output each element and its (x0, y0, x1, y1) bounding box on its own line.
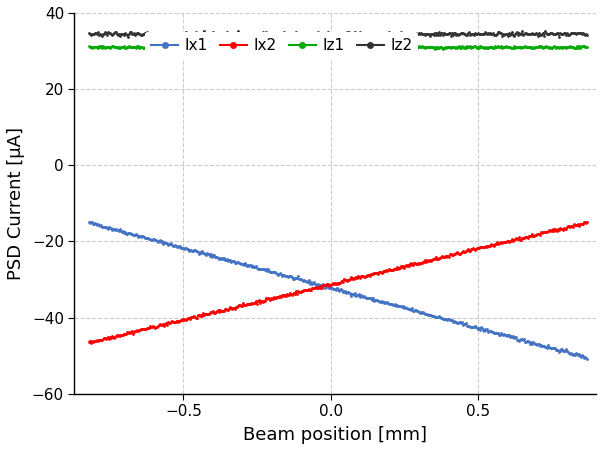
Ix1 (584, 356, 591, 361)
Iz2 (326, 31, 333, 37)
Iz1 (186, 46, 194, 51)
Iz1 (538, 43, 545, 48)
Iz2 (356, 30, 363, 35)
Ix1 (572, 352, 579, 358)
Iz2 (200, 28, 207, 33)
Line: Ix2: Ix2 (88, 221, 589, 344)
Iz2 (584, 32, 591, 37)
Line: Iz1: Iz1 (88, 44, 589, 50)
Ix2 (86, 339, 93, 344)
Iz2 (383, 30, 390, 36)
Iz2 (573, 31, 581, 36)
Ix1 (325, 285, 332, 291)
Ix2 (326, 283, 333, 288)
Iz1 (86, 44, 93, 49)
Iz1 (326, 45, 333, 50)
Iz1 (495, 44, 502, 49)
Iz2 (495, 29, 502, 35)
Iz1 (356, 44, 363, 50)
Ix1 (382, 300, 389, 305)
Ix2 (581, 219, 588, 225)
Y-axis label: PSD Current [µA]: PSD Current [µA] (7, 127, 25, 280)
Ix2 (573, 222, 580, 228)
Ix1 (355, 292, 362, 297)
Line: Ix1: Ix1 (88, 221, 589, 360)
Ix1 (86, 219, 93, 225)
Ix2 (584, 219, 591, 225)
Ix1 (322, 284, 329, 289)
Ix2 (356, 275, 363, 280)
Ix1 (494, 330, 501, 336)
Iz1 (323, 44, 330, 50)
Iz1 (383, 44, 390, 50)
Legend: Ix1, Ix2, Iz1, Iz2: Ix1, Ix2, Iz1, Iz2 (145, 32, 418, 59)
Ix2 (383, 268, 390, 273)
Ix2 (323, 281, 330, 286)
Iz1 (584, 44, 591, 50)
Line: Iz2: Iz2 (88, 29, 589, 38)
X-axis label: Beam position [mm]: Beam position [mm] (243, 426, 428, 444)
Ix2 (495, 241, 502, 247)
Ix2 (87, 340, 95, 345)
Iz2 (555, 34, 563, 39)
Iz1 (573, 44, 581, 49)
Iz2 (86, 30, 93, 36)
Iz2 (323, 30, 330, 36)
